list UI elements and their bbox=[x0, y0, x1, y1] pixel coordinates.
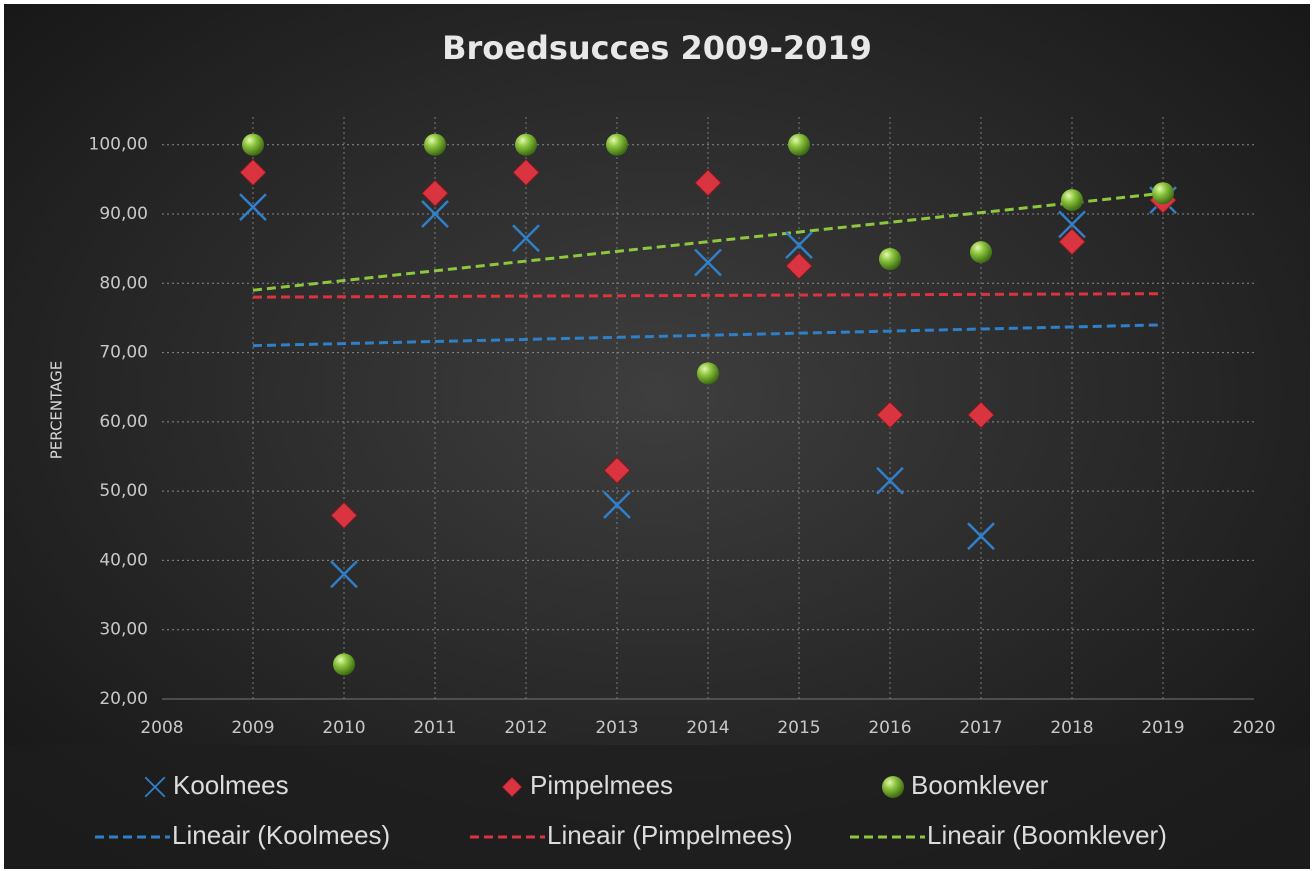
point bbox=[603, 456, 631, 485]
point bbox=[788, 133, 810, 156]
x-tick-label: 2009 bbox=[231, 718, 274, 738]
point bbox=[239, 193, 267, 221]
point bbox=[421, 179, 449, 207]
x-tick-label: 2016 bbox=[868, 718, 911, 738]
trend-line bbox=[252, 323, 1164, 348]
point bbox=[424, 133, 446, 156]
x-tick-label: 2013 bbox=[595, 718, 638, 738]
x-tick-label: 2011 bbox=[413, 718, 456, 738]
point bbox=[330, 560, 358, 589]
point bbox=[242, 133, 264, 156]
point bbox=[967, 522, 995, 551]
point bbox=[1152, 182, 1174, 205]
x-tick-label: 2019 bbox=[1141, 718, 1184, 738]
x-tick-label: 2008 bbox=[140, 718, 183, 738]
point bbox=[967, 401, 995, 429]
point bbox=[879, 248, 901, 271]
legend-marker bbox=[144, 776, 166, 798]
y-tick-label: 60,00 bbox=[99, 412, 148, 432]
trend-line bbox=[252, 292, 1164, 299]
legend-label: Lineair (Pimpelmees) bbox=[547, 820, 793, 850]
point bbox=[970, 241, 992, 264]
point bbox=[515, 133, 537, 156]
point bbox=[785, 252, 813, 280]
point bbox=[512, 224, 540, 253]
legend-label: Boomklever bbox=[911, 770, 1049, 800]
point bbox=[333, 653, 355, 676]
legend-marker bbox=[501, 776, 523, 798]
point bbox=[876, 466, 904, 495]
trend-line bbox=[252, 191, 1164, 292]
y-tick-label: 100,00 bbox=[89, 135, 148, 155]
point bbox=[876, 401, 904, 429]
x-tick-label: 2020 bbox=[1232, 718, 1275, 738]
x-tick-label: 2014 bbox=[686, 718, 729, 738]
point bbox=[330, 501, 358, 530]
point bbox=[421, 200, 449, 228]
point bbox=[512, 158, 540, 187]
point bbox=[1058, 210, 1086, 239]
point bbox=[694, 248, 722, 277]
x-tick-label: 2018 bbox=[1050, 718, 1093, 738]
y-axis-label: PERCENTAGE bbox=[48, 361, 66, 459]
y-tick-label: 90,00 bbox=[99, 204, 148, 224]
point bbox=[694, 169, 722, 197]
point bbox=[606, 133, 628, 156]
y-tick-label: 30,00 bbox=[99, 620, 148, 640]
legend-label: Koolmees bbox=[173, 770, 289, 800]
legend-label: Lineair (Boomklever) bbox=[927, 820, 1167, 850]
y-tick-label: 50,00 bbox=[99, 481, 148, 501]
point bbox=[603, 491, 631, 519]
x-tick-label: 2012 bbox=[504, 718, 547, 738]
point bbox=[785, 231, 813, 260]
background bbox=[4, 4, 1310, 869]
y-tick-label: 70,00 bbox=[99, 343, 148, 363]
x-tick-label: 2010 bbox=[322, 718, 365, 738]
x-tick-label: 2017 bbox=[959, 718, 1002, 738]
legend-label: Lineair (Koolmees) bbox=[172, 820, 390, 850]
chart-title: Broedsucces 2009-2019 bbox=[442, 29, 872, 67]
point bbox=[697, 362, 719, 385]
y-tick-label: 80,00 bbox=[99, 273, 148, 293]
legend-band bbox=[4, 745, 1310, 869]
point bbox=[1058, 228, 1086, 256]
point bbox=[1061, 189, 1083, 212]
y-tick-label: 20,00 bbox=[99, 689, 148, 709]
legend-label: Pimpelmees bbox=[530, 770, 673, 800]
y-tick-label: 40,00 bbox=[99, 550, 148, 570]
x-tick-label: 2015 bbox=[777, 718, 820, 738]
legend-marker bbox=[882, 776, 904, 798]
point bbox=[239, 158, 267, 187]
